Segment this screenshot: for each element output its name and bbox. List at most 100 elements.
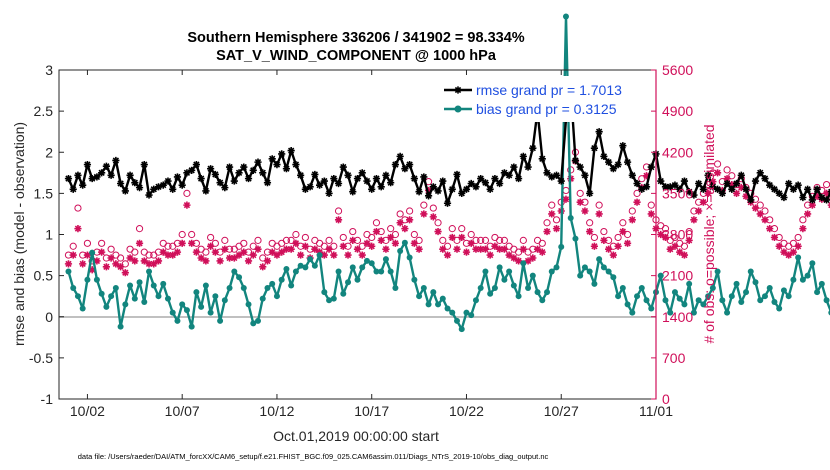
legend-rmse-label: rmse grand pr = 1.7013 bbox=[476, 82, 622, 98]
obs-assimilated-point bbox=[728, 180, 736, 189]
rmse-point bbox=[372, 174, 381, 183]
obs-possible-point bbox=[368, 233, 376, 242]
obs-assimilated-point bbox=[472, 245, 480, 253]
rmse-point bbox=[188, 166, 196, 174]
rmse-point bbox=[789, 185, 798, 193]
bias-point bbox=[468, 312, 475, 319]
rmse-point bbox=[713, 185, 722, 193]
obs-assimilated-point bbox=[529, 254, 537, 262]
obs-possible-point bbox=[514, 248, 523, 256]
bias-point bbox=[273, 293, 280, 300]
obs-assimilated-point bbox=[491, 242, 499, 250]
bias-point bbox=[193, 289, 200, 296]
obs-possible-point bbox=[221, 236, 229, 244]
bias-point bbox=[634, 293, 641, 300]
obs-assimilated-point bbox=[685, 236, 693, 244]
rmse-point bbox=[794, 181, 802, 189]
obs-possible-point bbox=[761, 207, 769, 215]
y2-tick-label: 700 bbox=[662, 350, 686, 366]
obs-assimilated-point bbox=[173, 248, 182, 256]
obs-assimilated-point bbox=[301, 242, 309, 250]
obs-assimilated-point bbox=[822, 189, 830, 197]
obs-assimilated-point bbox=[150, 260, 158, 268]
obs-possible-point bbox=[586, 219, 594, 227]
obs-assimilated-point bbox=[202, 257, 210, 265]
rmse-point bbox=[804, 185, 812, 193]
obs-possible-point bbox=[661, 225, 670, 233]
obs-assimilated-point bbox=[183, 201, 191, 209]
bias-point bbox=[316, 252, 323, 259]
obs-assimilated-point bbox=[590, 242, 599, 250]
obs-possible-point bbox=[552, 216, 561, 224]
rmse-point bbox=[263, 179, 272, 187]
obs-possible-point bbox=[287, 236, 295, 244]
rmse-point bbox=[619, 142, 627, 150]
obs-assimilated-point bbox=[372, 227, 381, 236]
bias-point bbox=[302, 264, 309, 271]
rmse-point bbox=[244, 174, 253, 183]
obs-possible-point bbox=[472, 236, 480, 244]
rmse-point bbox=[429, 183, 437, 191]
obs-possible-point bbox=[453, 236, 461, 244]
obs-possible-point bbox=[458, 225, 466, 233]
bias-point bbox=[435, 301, 442, 308]
y2-tick-label: 4900 bbox=[662, 103, 693, 119]
rmse-point bbox=[628, 171, 636, 179]
bias-point bbox=[463, 309, 470, 316]
bias-point bbox=[624, 301, 631, 308]
rmse-point bbox=[135, 184, 144, 192]
rmse-point bbox=[202, 187, 210, 195]
obs-assimilated-point bbox=[704, 189, 712, 197]
bias-point bbox=[292, 268, 299, 275]
bias-point bbox=[506, 268, 513, 275]
rmse-point bbox=[169, 185, 177, 193]
bias-point bbox=[600, 264, 607, 271]
obs-possible-point bbox=[519, 236, 527, 244]
rmse-point bbox=[69, 185, 77, 193]
obs-possible-point bbox=[628, 207, 636, 215]
obs-possible-point bbox=[434, 219, 442, 227]
obs-possible-point bbox=[330, 242, 338, 250]
obs-possible-point bbox=[325, 236, 333, 244]
y2-axis-label: # of obs: o=possible; ×=assimilated bbox=[701, 124, 717, 343]
bias-point bbox=[709, 284, 716, 291]
obs-assimilated-point bbox=[467, 239, 475, 247]
bias-point bbox=[790, 276, 797, 283]
bias-point bbox=[326, 297, 333, 304]
bias-point bbox=[387, 268, 394, 275]
bias-point bbox=[766, 284, 773, 291]
bias-point bbox=[525, 284, 532, 291]
obs-assimilated-point bbox=[548, 210, 556, 218]
obs-possible-point bbox=[372, 219, 381, 227]
bias-point bbox=[283, 266, 290, 273]
bias-point bbox=[311, 262, 318, 269]
obs-possible-point bbox=[500, 236, 508, 244]
rmse-point bbox=[695, 179, 703, 188]
bias-point bbox=[496, 264, 503, 271]
obs-assimilated-point bbox=[808, 201, 816, 209]
obs-assimilated-point bbox=[799, 225, 807, 233]
obs-assimilated-point bbox=[785, 251, 793, 259]
x-tick-label: 10/17 bbox=[354, 403, 389, 419]
bias-point bbox=[174, 317, 181, 324]
bias-point bbox=[705, 293, 712, 300]
obs-possible-point bbox=[207, 233, 215, 242]
obs-assimilated-point bbox=[586, 227, 594, 236]
rmse-point bbox=[690, 191, 698, 199]
obs-assimilated-point bbox=[429, 213, 437, 221]
bias-point bbox=[345, 279, 352, 286]
rmse-point bbox=[818, 193, 826, 202]
obs-assimilated-point bbox=[320, 251, 328, 259]
bias-point bbox=[605, 268, 612, 275]
obs-possible-point bbox=[301, 233, 309, 242]
rmse-point bbox=[358, 169, 366, 177]
bias-point bbox=[183, 307, 190, 314]
rmse-point bbox=[434, 187, 442, 195]
obs-assimilated-point bbox=[188, 239, 196, 247]
rmse-point bbox=[401, 165, 409, 173]
rmse-point bbox=[448, 185, 456, 193]
obs-assimilated-point bbox=[756, 210, 764, 218]
obs-assimilated-point bbox=[676, 248, 684, 256]
rmse-point bbox=[268, 155, 276, 163]
bias-point bbox=[349, 264, 356, 271]
